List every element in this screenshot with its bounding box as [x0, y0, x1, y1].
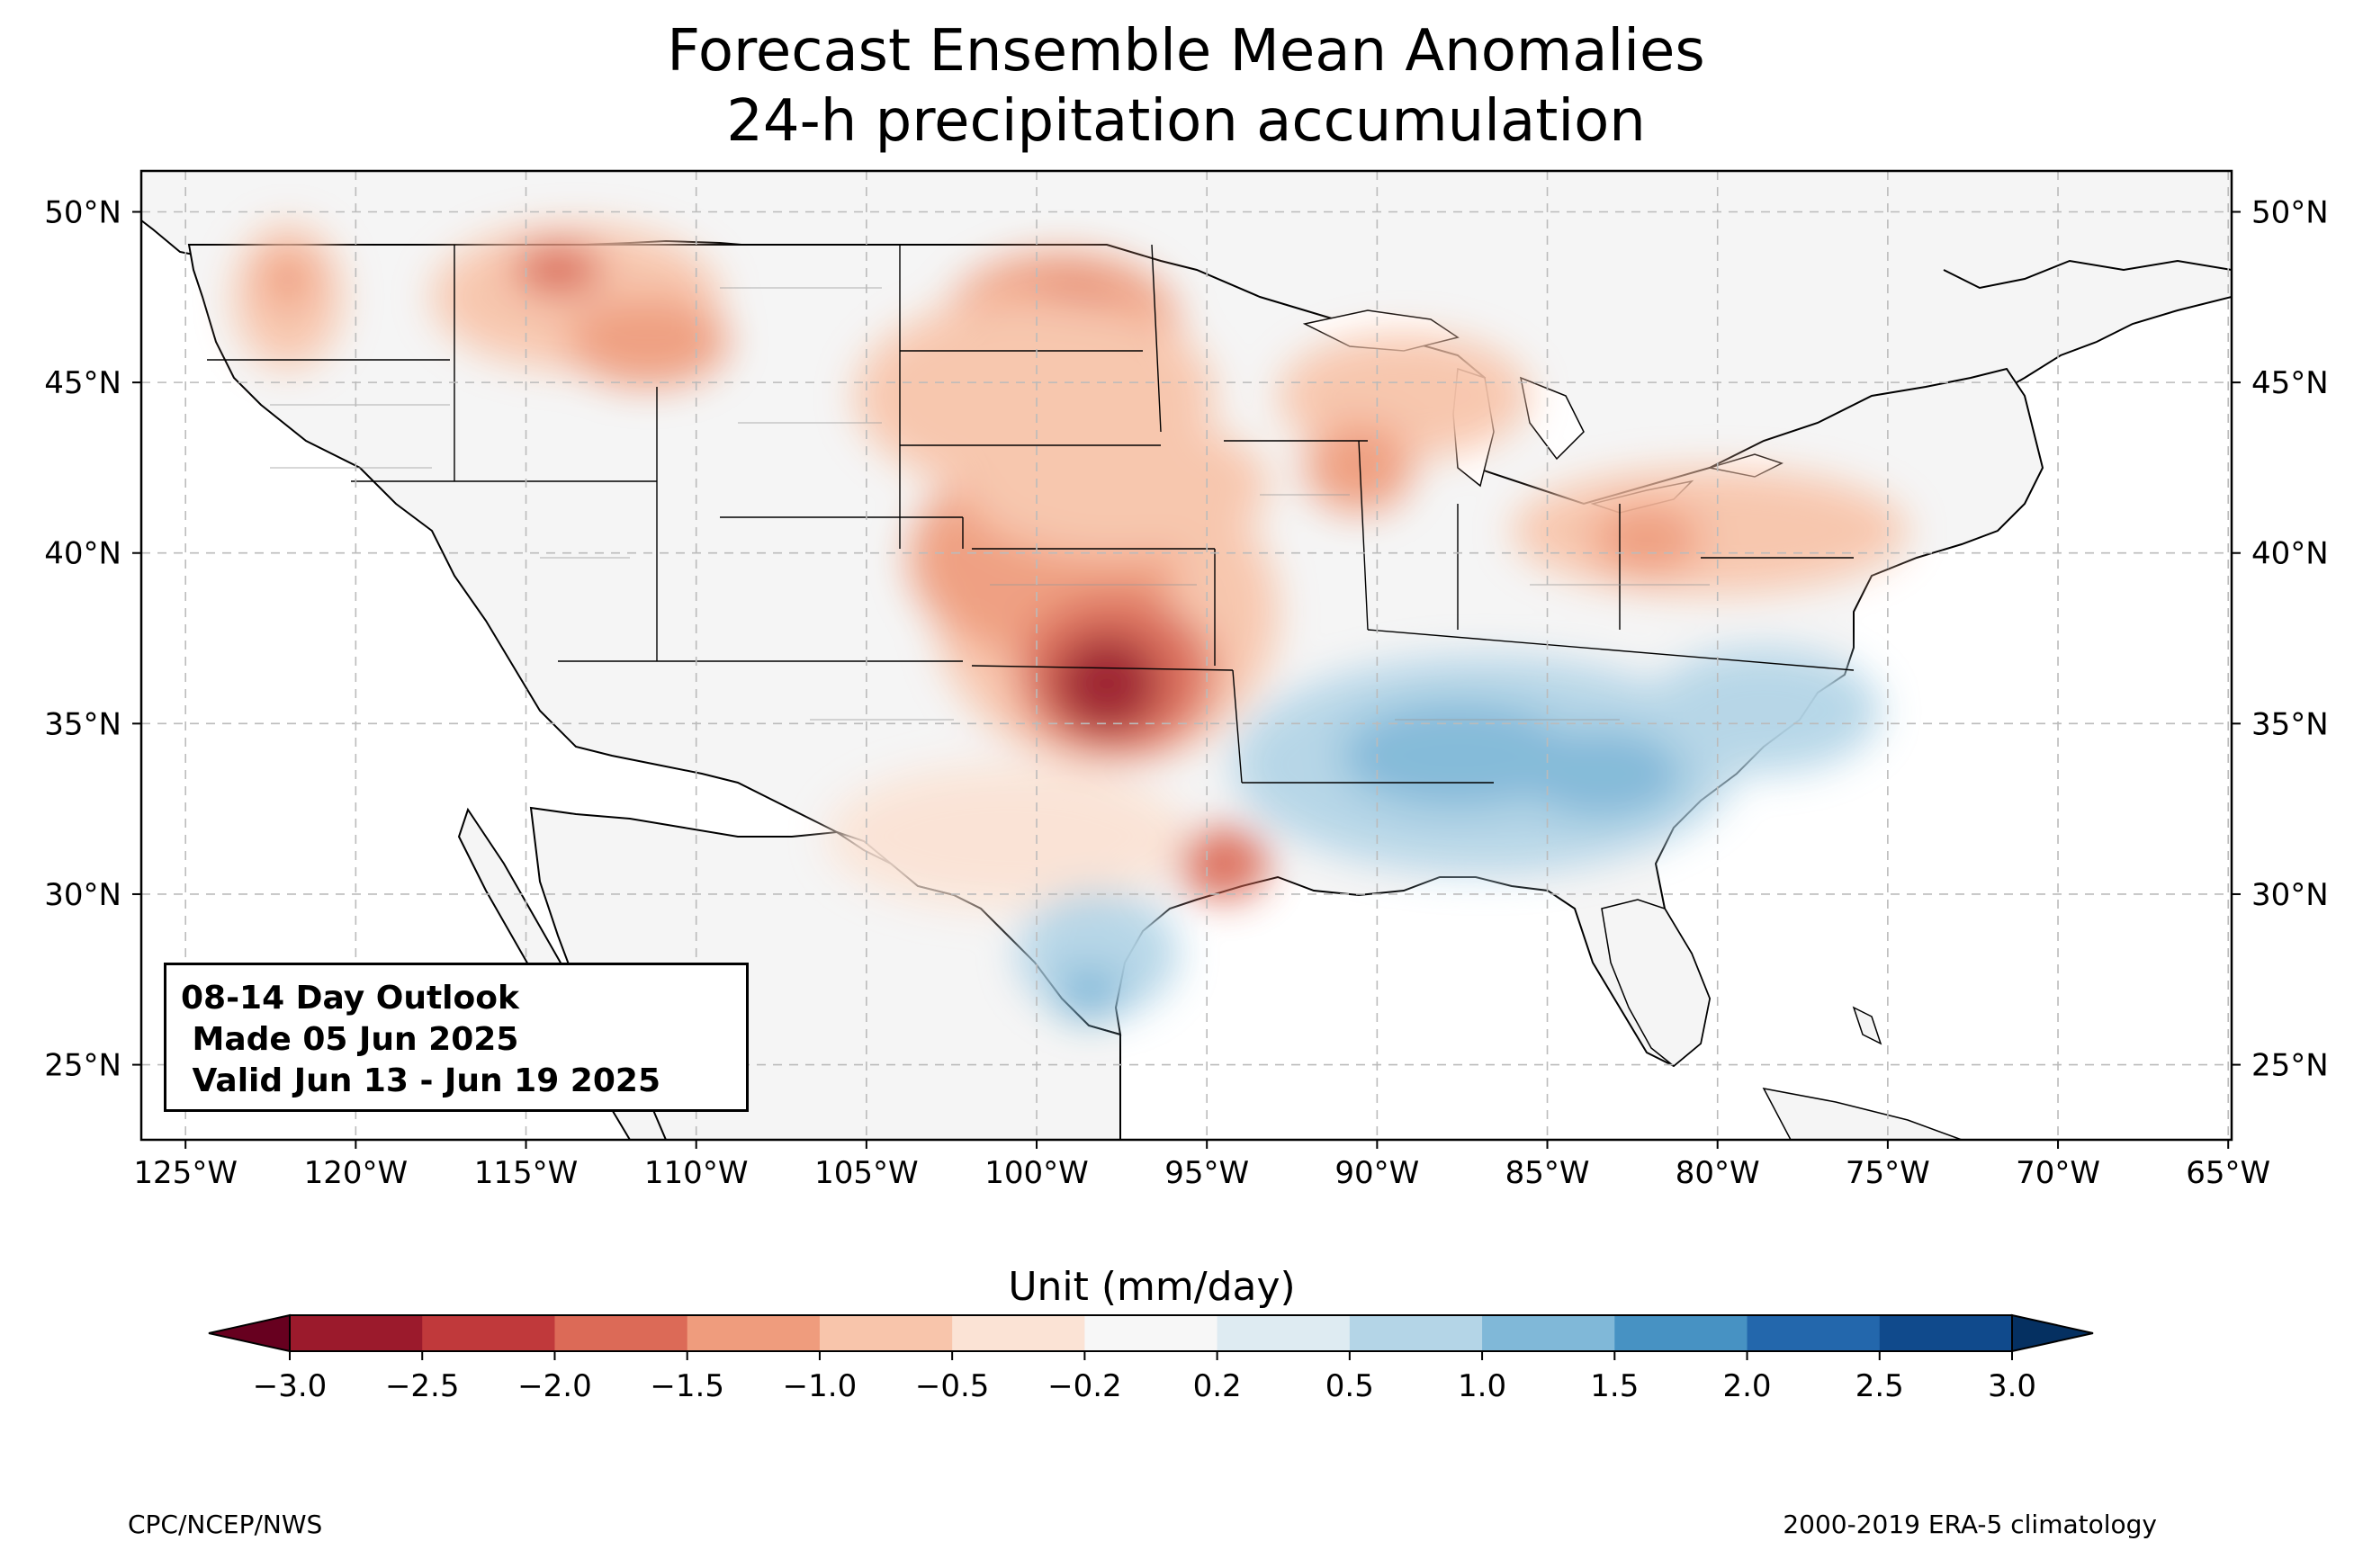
colorbar-tick-label: −2.0	[517, 1368, 592, 1404]
colorbar-segment	[1217, 1315, 1351, 1351]
lon-tick-label: 110°W	[644, 1155, 749, 1191]
lat-tick-label-right: 50°N	[2251, 195, 2329, 231]
colorbar-tick-label: 1.5	[1590, 1368, 1639, 1404]
outlook-period: 08-14 Day Outlook	[181, 980, 519, 1017]
colorbar-over-arrow	[2011, 1313, 2094, 1353]
colorbar-tick-label: −1.0	[783, 1368, 858, 1404]
lon-tick-label: 75°W	[1846, 1155, 1930, 1191]
colorbar-tick-label: 3.0	[1988, 1368, 2036, 1404]
lat-tick-label-right: 40°N	[2251, 536, 2329, 572]
county-boundaries	[270, 287, 1710, 721]
lon-tick-label: 90°W	[1334, 1155, 1419, 1191]
gridlines	[141, 171, 2232, 1140]
lat-tick-label-right: 45°N	[2251, 365, 2329, 401]
colorbar-segment	[1614, 1315, 1748, 1351]
hudson-strait-coast	[1943, 259, 2232, 290]
colorbar-segment	[1482, 1315, 1615, 1351]
colorbar-tick-label: 2.0	[1722, 1368, 1771, 1404]
colorbar-segment	[290, 1315, 423, 1351]
lat-tick-label-left: 35°N	[44, 706, 121, 742]
axis-ticks: 125°W 120°W 115°W 110°W 105°W 100°W 95°W 90°W 85…	[44, 195, 2328, 1191]
colorbar-tick-label: −2.5	[385, 1368, 460, 1404]
colorbar-outline	[289, 1314, 2013, 1352]
lon-tick-label: 85°W	[1505, 1155, 1590, 1191]
colorbar-segment	[1747, 1315, 1881, 1351]
lon-tick-label: 95°W	[1164, 1155, 1249, 1191]
lon-tick-label: 115°W	[474, 1155, 579, 1191]
footer-left: CPC/NCEP/NWS	[128, 1510, 322, 1539]
colorbar-tick-label: 2.5	[1855, 1368, 1904, 1404]
valid-dates: Valid Jun 13 - Jun 19 2025	[181, 1062, 661, 1099]
colorbar-segment	[554, 1315, 688, 1351]
colorbar-tick-label: 0.5	[1325, 1368, 1374, 1404]
lon-tick-label: 70°W	[2016, 1155, 2100, 1191]
colorbar-segment	[1349, 1315, 1483, 1351]
great-lakes	[1302, 309, 1783, 514]
colorbar-segment	[952, 1315, 1085, 1351]
florida-peninsula	[1601, 899, 1711, 1067]
lat-tick-label-left: 45°N	[44, 365, 121, 401]
made-date: Made 05 Jun 2025	[181, 1021, 519, 1058]
lat-tick-label-right: 30°N	[2251, 877, 2329, 913]
state-boundaries	[207, 244, 1855, 784]
lon-tick-label: 80°W	[1676, 1155, 1760, 1191]
lon-tick-label: 105°W	[814, 1155, 919, 1191]
colorbar-tick-label: −3.0	[253, 1368, 328, 1404]
title-line-1: Forecast Ensemble Mean Anomalies	[667, 18, 1705, 85]
colorbar-segment	[1084, 1315, 1218, 1351]
lat-tick-label-right: 25°N	[2251, 1048, 2329, 1084]
cuba-bahamas	[1762, 1006, 1963, 1140]
lon-tick-label: 125°W	[133, 1155, 238, 1191]
lat-tick-label-right: 35°N	[2251, 706, 2329, 742]
colorbar-segment	[687, 1315, 821, 1351]
footer-right: 2000-2019 ERA-5 climatology	[1783, 1510, 2157, 1539]
lat-tick-label-left: 25°N	[44, 1048, 121, 1084]
colorbar-tick-label: −0.5	[915, 1368, 990, 1404]
lat-tick-label-left: 40°N	[44, 536, 121, 572]
colorbar-under-arrow	[208, 1313, 291, 1353]
colorbar-tick-label: 0.2	[1193, 1368, 1242, 1404]
colorbar-tick-label: −0.2	[1047, 1368, 1122, 1404]
colorbar: −3.0 −2.5 −2.0 −1.5 −1.0 −0.5 −0.2 0.2 0.5 1.0 1.5…	[208, 1313, 2094, 1404]
colorbar-tick-label: 1.0	[1458, 1368, 1506, 1404]
colorbar-tick-label: −1.5	[650, 1368, 724, 1404]
lon-tick-label: 100°W	[984, 1155, 1089, 1191]
colorbar-segment	[819, 1315, 953, 1351]
colorbar-segment	[1879, 1315, 2013, 1351]
map-frame	[139, 169, 2233, 1142]
outlook-legend-box: 08-14 Day Outlook Made 05 Jun 2025 Valid…	[164, 963, 749, 1112]
lat-tick-label-left: 50°N	[44, 195, 121, 231]
colorbar-segment	[422, 1315, 555, 1351]
figure-title: Forecast Ensemble Mean Anomalies 24-h pr…	[0, 16, 2372, 157]
title-line-2: 24-h precipitation accumulation	[726, 88, 1646, 155]
colorbar-title: Unit (mm/day)	[1008, 1264, 1296, 1310]
lat-tick-label-left: 30°N	[44, 877, 121, 913]
lon-tick-label: 65°W	[2186, 1155, 2270, 1191]
lon-tick-label: 120°W	[304, 1155, 409, 1191]
